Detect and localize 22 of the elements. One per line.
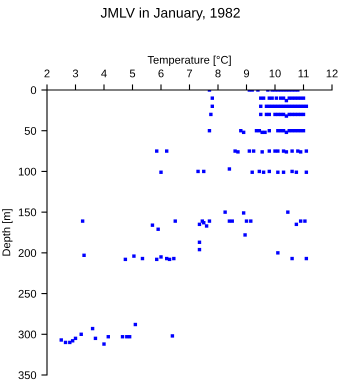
y-tick-label: 250 <box>18 290 36 298</box>
chart-title: JMLV in January, 1982 <box>100 8 240 20</box>
x-axis-title: Temperature [°C] <box>148 56 231 66</box>
x-tick-label: 9 <box>244 70 250 78</box>
y-axis-title: Depth [m] <box>2 209 12 256</box>
y-tick-label: 150 <box>18 208 36 216</box>
x-tick-label: 8 <box>215 70 221 78</box>
x-tick-label: 2 <box>44 70 50 78</box>
y-tick-label: 50 <box>24 126 36 135</box>
x-tick-label: 5 <box>130 70 136 78</box>
y-tick-label: 350 <box>18 371 36 380</box>
y-tick-label: 200 <box>18 249 36 257</box>
x-tick-label: 11 <box>298 70 309 78</box>
x-tick-label: 6 <box>158 70 164 78</box>
y-tick-label: 100 <box>18 168 36 176</box>
x-tick-label: 10 <box>270 70 281 78</box>
y-tick-label: 0 <box>30 86 36 94</box>
x-tick-label: 4 <box>101 70 107 78</box>
x-tick-label: 12 <box>326 70 338 78</box>
x-tick-label: 3 <box>72 70 78 78</box>
y-tick-label: 300 <box>18 330 36 338</box>
x-tick-label: 7 <box>186 70 192 78</box>
